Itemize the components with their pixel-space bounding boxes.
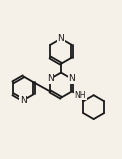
Text: N: N [58, 34, 64, 43]
Text: NH: NH [75, 91, 86, 100]
Text: N: N [47, 74, 53, 83]
Text: N: N [20, 96, 27, 105]
Text: N: N [69, 74, 75, 83]
